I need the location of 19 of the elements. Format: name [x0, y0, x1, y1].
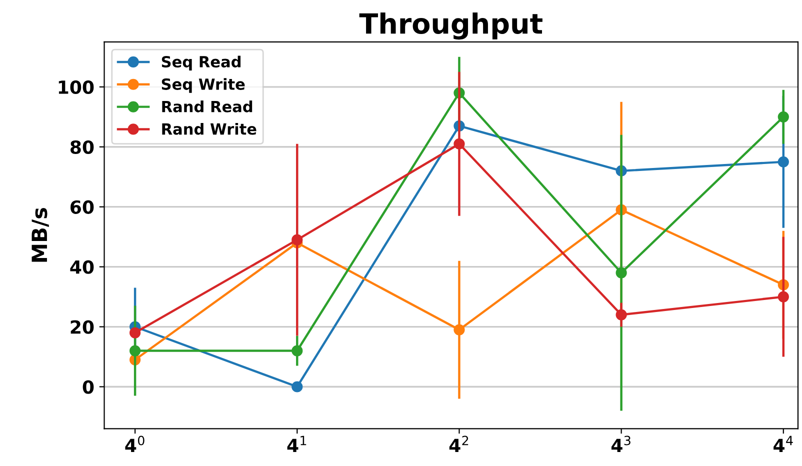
point	[292, 381, 303, 392]
y-axis-title: MB/s	[32, 208, 49, 262]
x-tick-label: 4$^{1}$	[287, 436, 306, 452]
legend-label: Seq Read	[162, 56, 240, 70]
x-tick-label: 4$^{0}$	[125, 436, 144, 452]
x-tick-label: 4$^{2}$	[449, 436, 468, 452]
y-tick-label: 20	[70, 320, 94, 334]
y-tick-label: 80	[70, 140, 94, 154]
legend-label: Rand Write	[162, 122, 256, 135]
x-tick-label: 4$^{3}$	[611, 436, 630, 452]
x-tick-label: 4$^{4}$	[774, 436, 793, 452]
y-tick-label: 100	[58, 80, 94, 94]
y-tick-label: 60	[70, 200, 94, 214]
legend-label: Seq Write	[162, 78, 245, 93]
chart-title: Throughput	[359, 12, 542, 40]
legend-label: Rand Read	[162, 100, 252, 112]
y-tick-label: 0	[82, 380, 94, 394]
y-tick-label: 40	[70, 260, 94, 274]
point	[130, 327, 141, 338]
